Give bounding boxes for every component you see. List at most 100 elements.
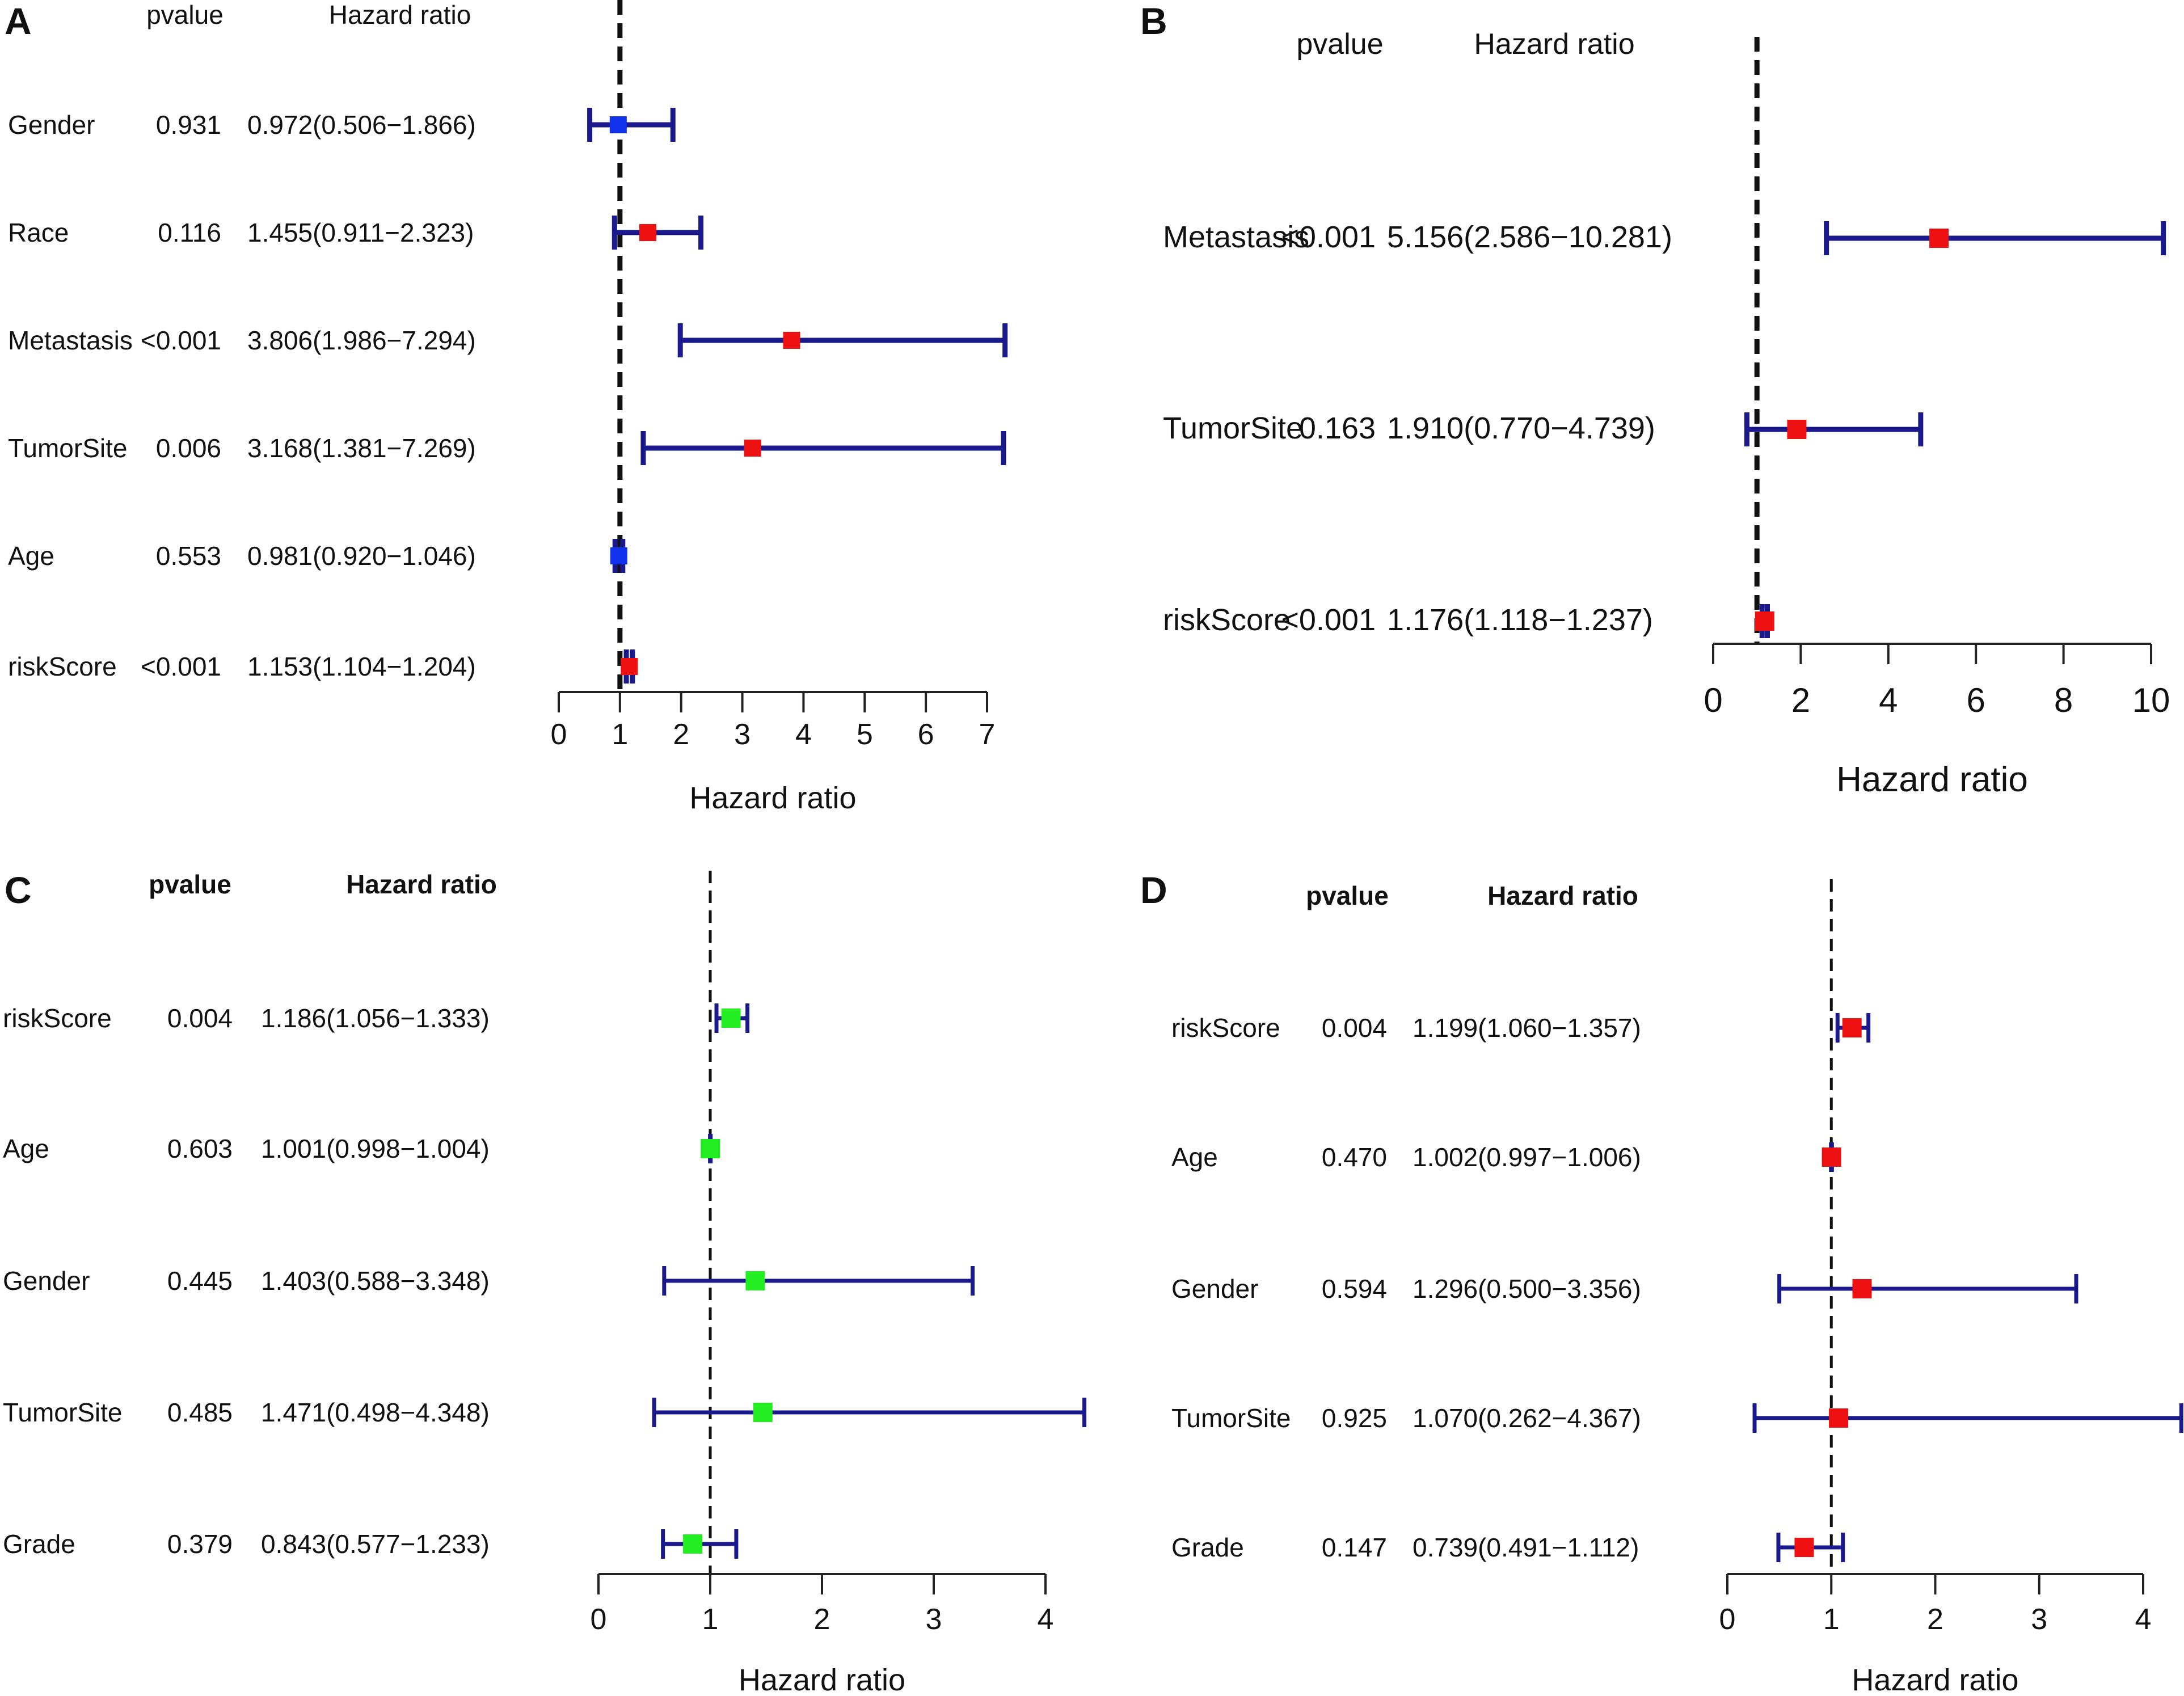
pvalue-cell: 0.470 [1322, 1142, 1387, 1172]
hazard-ratio-marker [745, 1271, 765, 1290]
hazard-ratio-cell: 1.455(0.911−2.323) [247, 218, 474, 247]
hazard-ratio-marker [1829, 1408, 1849, 1428]
x-tick-label: 5 [857, 718, 873, 751]
x-tick-label: 1 [1823, 1603, 1840, 1636]
hazard-ratio-marker [1787, 420, 1807, 439]
pvalue-cell: 0.485 [167, 1398, 233, 1427]
pvalue-header: pvalue [146, 0, 224, 29]
pvalue-cell: 0.603 [167, 1134, 233, 1163]
hazard-ratio-marker [744, 440, 761, 457]
pvalue-cell: 0.553 [156, 541, 221, 571]
pvalue-cell: 0.379 [167, 1529, 233, 1559]
hazard-ratio-cell: 1.910(0.770−4.739) [1387, 411, 1655, 445]
variable-label: riskScore [8, 652, 117, 681]
x-tick-label: 10 [2132, 681, 2170, 719]
hazard-ratio-marker [610, 547, 627, 564]
x-tick-label: 1 [702, 1603, 719, 1636]
hazard-ratio-cell: 1.001(0.998−1.004) [261, 1134, 490, 1163]
x-tick-label: 6 [1967, 681, 1985, 719]
hazard-ratio-cell: 0.739(0.491−1.112) [1413, 1533, 1639, 1562]
x-axis-title: Hazard ratio [689, 781, 856, 815]
pvalue-cell: 0.163 [1299, 411, 1376, 445]
x-axis-title: Hazard ratio [1852, 1663, 2018, 1696]
pvalue-cell: <0.001 [141, 652, 221, 681]
hazard-ratio-marker [1929, 229, 1949, 248]
hazard-ratio-cell: 5.156(2.586−10.281) [1387, 220, 1672, 254]
x-tick-label: 2 [814, 1603, 830, 1636]
hazard-ratio-cell: 1.186(1.056−1.333) [261, 1003, 490, 1033]
pvalue-cell: 0.147 [1322, 1533, 1387, 1562]
variable-label: Age [3, 1134, 49, 1163]
hazard-ratio-marker [1822, 1147, 1841, 1167]
pvalue-cell: 0.594 [1322, 1274, 1387, 1303]
pvalue-cell: 0.004 [167, 1003, 233, 1033]
hazard-ratio-cell: 0.972(0.506−1.866) [247, 110, 476, 140]
hazard-ratio-header: Hazard ratio [329, 0, 471, 29]
variable-label: Grade [3, 1529, 75, 1559]
hazard-ratio-cell: 1.199(1.060−1.357) [1413, 1013, 1641, 1043]
x-tick-label: 3 [2031, 1603, 2047, 1636]
hazard-ratio-header: Hazard ratio [1487, 881, 1638, 910]
hazard-ratio-cell: 1.403(0.588−3.348) [261, 1266, 490, 1296]
x-tick-label: 0 [591, 1603, 607, 1636]
x-tick-label: 3 [734, 718, 751, 751]
x-tick-label: 7 [979, 718, 996, 751]
hazard-ratio-cell: 0.981(0.920−1.046) [247, 541, 476, 571]
pvalue-cell: 0.116 [158, 218, 221, 247]
x-tick-label: 2 [1791, 681, 1810, 719]
variable-label: riskScore [3, 1003, 112, 1033]
hazard-ratio-marker [783, 332, 800, 349]
hazard-ratio-marker [1755, 611, 1774, 631]
pvalue-cell: 0.931 [156, 110, 221, 140]
variable-label: TumorSite [1171, 1403, 1291, 1433]
x-tick-label: 4 [2135, 1603, 2152, 1636]
pvalue-header: pvalue [1306, 881, 1389, 910]
hazard-ratio-cell: 3.168(1.381−7.269) [247, 433, 476, 463]
hazard-ratio-cell: 1.153(1.104−1.204) [247, 652, 476, 681]
variable-label: riskScore [1171, 1013, 1280, 1043]
panel-letter: C [5, 869, 32, 911]
x-tick-label: 3 [926, 1603, 942, 1636]
x-tick-label: 2 [1927, 1603, 1943, 1636]
x-axis-title: Hazard ratio [1836, 760, 2028, 799]
x-axis-title: Hazard ratio [739, 1663, 905, 1696]
hazard-ratio-marker [1842, 1018, 1862, 1037]
pvalue-cell: <0.001 [1281, 603, 1376, 637]
pvalue-cell: <0.001 [1281, 220, 1376, 254]
hazard-ratio-marker [683, 1534, 703, 1554]
variable-label: TumorSite [3, 1398, 122, 1427]
x-tick-label: 0 [1719, 1603, 1736, 1636]
variable-label: Gender [8, 110, 95, 140]
variable-label: riskScore [1163, 603, 1291, 637]
x-tick-label: 4 [1038, 1603, 1054, 1636]
pvalue-cell: 0.006 [156, 433, 221, 463]
x-tick-label: 0 [551, 718, 567, 751]
hazard-ratio-cell: 1.471(0.498−4.348) [261, 1398, 490, 1427]
hazard-ratio-marker [1852, 1279, 1872, 1298]
variable-label: TumorSite [8, 433, 127, 463]
pvalue-header: pvalue [149, 870, 231, 899]
x-tick-label: 4 [1879, 681, 1898, 719]
x-tick-label: 4 [795, 718, 812, 751]
variable-label: Age [8, 541, 54, 571]
hazard-ratio-cell: 3.806(1.986−7.294) [247, 326, 476, 355]
panel-letter: A [5, 0, 32, 42]
variable-label: Gender [1171, 1274, 1258, 1303]
hazard-ratio-marker [753, 1403, 773, 1422]
x-tick-label: 1 [612, 718, 628, 751]
variable-label: Race [8, 218, 69, 247]
hazard-ratio-cell: 1.002(0.997−1.006) [1413, 1142, 1641, 1172]
hazard-ratio-marker [1794, 1538, 1814, 1557]
pvalue-cell: 0.445 [167, 1266, 233, 1296]
hazard-ratio-marker [721, 1009, 741, 1028]
x-tick-label: 2 [673, 718, 689, 751]
hazard-ratio-cell: 1.296(0.500−3.356) [1413, 1274, 1641, 1303]
hazard-ratio-cell: 0.843(0.577−1.233) [261, 1529, 490, 1559]
variable-label: Gender [3, 1266, 90, 1296]
variable-label: Metastasis [8, 326, 133, 355]
hazard-ratio-header: Hazard ratio [346, 870, 497, 899]
hazard-ratio-marker [639, 224, 656, 241]
